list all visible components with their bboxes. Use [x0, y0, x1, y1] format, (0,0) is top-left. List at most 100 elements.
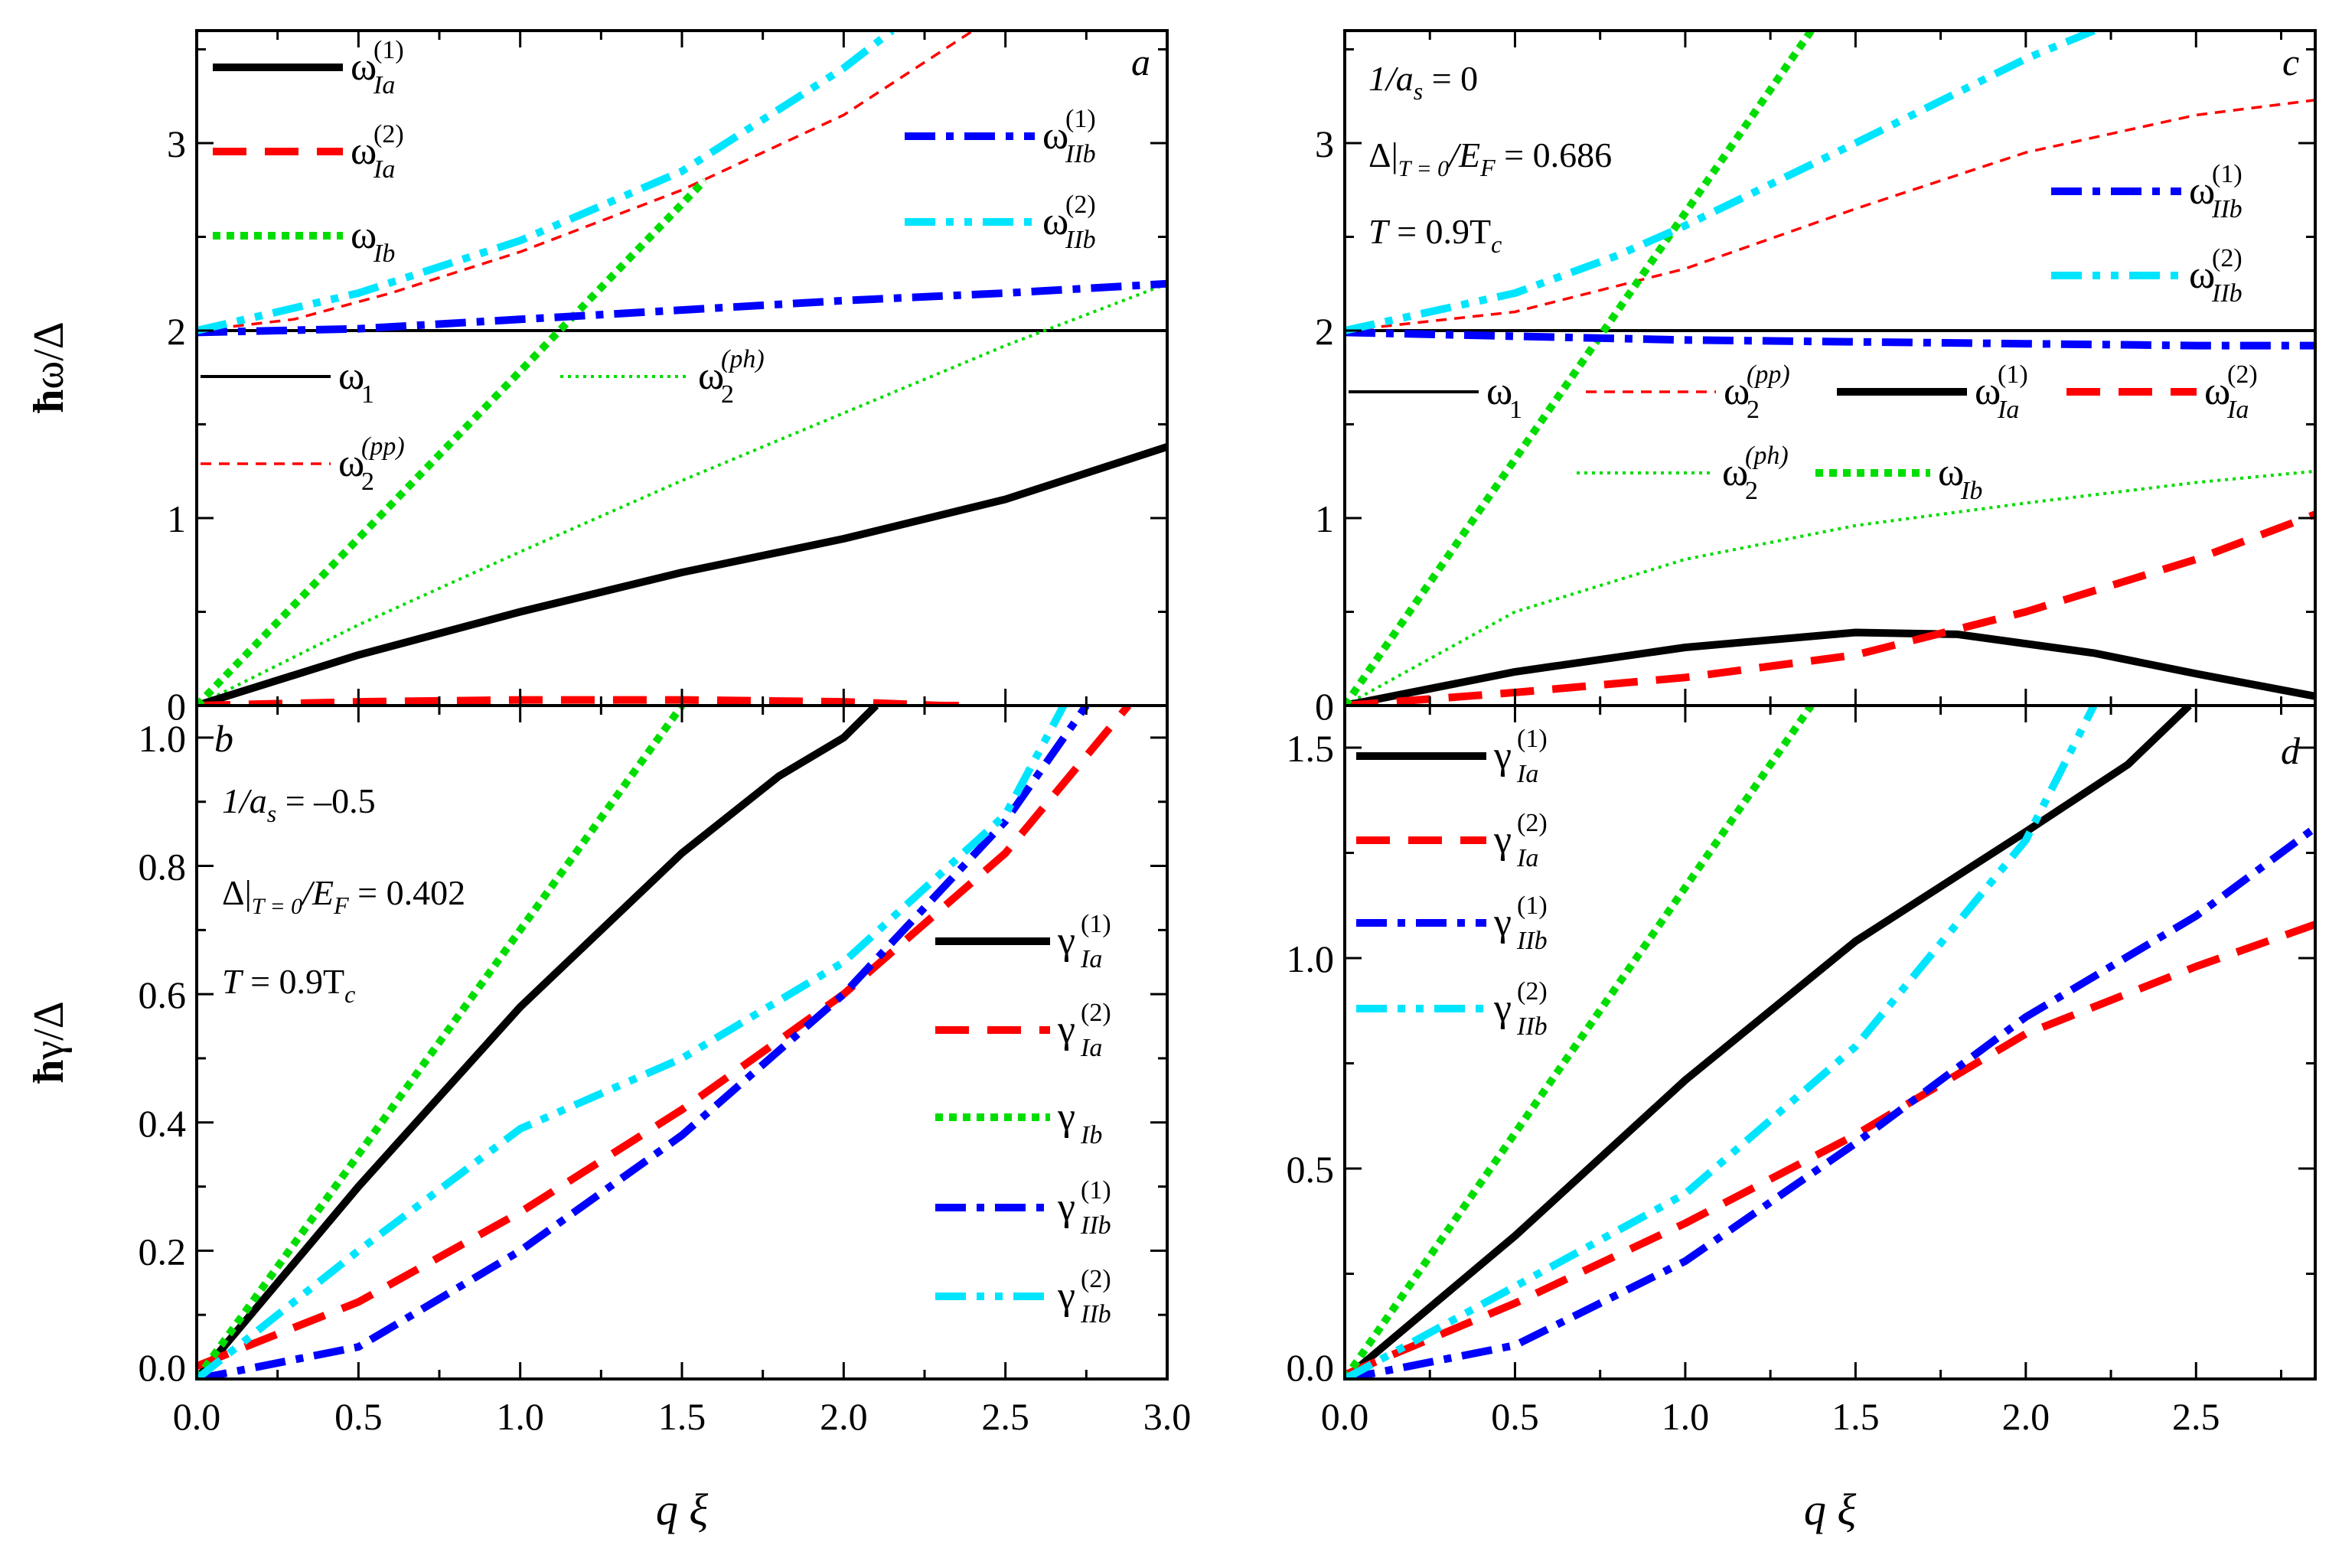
legend-label: γ: [1493, 986, 1512, 1030]
legend-b-gamma-ia-1: γ (1) Ia: [935, 910, 1111, 973]
legend-b-gamma-iib-1: γ (1) IIb: [935, 1176, 1111, 1240]
legend-label: ω: [1724, 370, 1750, 413]
series-b-gamma-ia-2: [197, 706, 1132, 1370]
legend-sub: Ia: [2226, 396, 2249, 424]
legend-label: ω: [351, 214, 377, 257]
legend-a-omega-ib: ωIb: [213, 214, 395, 268]
legend-sub: Ib: [1080, 1121, 1102, 1149]
legend-sup: (1): [1081, 910, 1111, 938]
ytick-label-c: 0: [1315, 685, 1334, 728]
legend-label: ω: [2189, 253, 2215, 297]
legend-d-gamma-ia-2: γ (2) Ia: [1356, 809, 1548, 872]
legend-a-omega-iib-1: ω(1) IIb: [905, 105, 1096, 168]
legend-a-omega-1: ω1: [201, 354, 374, 409]
series-d-gamma-iib-2: [1345, 706, 2098, 1379]
xtick-label-d: 1.0: [1662, 1395, 1710, 1438]
xtick-label-b: 0.5: [334, 1395, 383, 1438]
y-axis-label-bottom: ħγ/Δ: [25, 1001, 73, 1083]
xtick-label-d: 2.0: [2002, 1395, 2050, 1438]
xtick-label-b: 3.0: [1143, 1395, 1192, 1438]
xtick-label-b: 2.5: [981, 1395, 1029, 1438]
param-c-1: Δ|T = 0/EF = 0.686: [1368, 135, 1612, 181]
legend-sub: IIb: [1516, 1012, 1548, 1041]
legend-d-gamma-ia-1: γ (1) Ia: [1356, 725, 1548, 788]
ytick-label-c: 1: [1315, 497, 1334, 540]
legend-label: ω: [2204, 370, 2230, 413]
legend-a-omega-ia-1: ω(1) Ia: [213, 36, 404, 99]
legend-sub: 2: [1745, 477, 1758, 505]
legend-a-omega-iib-2: ω(2) IIb: [905, 191, 1096, 254]
series-c-omega-ia-1: [1345, 628, 2315, 706]
legend-label: ω: [351, 45, 377, 89]
legends: ω(1)Iaω(2)IaωIbω(1)IIbω(2)IIbω1ω(pp)2ω(p…: [201, 36, 2258, 1328]
panel-a: 0 1 2 3: [167, 29, 1169, 728]
legend-label: ω: [338, 442, 364, 485]
legend-c-omega-iib-1: ω(1) IIb: [2051, 160, 2243, 223]
xtick-label-b: 2.0: [820, 1395, 868, 1438]
y-axis-label-bottom-text: γ/Δ: [25, 1001, 73, 1060]
legend-b-gamma-iib-2: γ (2) IIb: [935, 1265, 1111, 1328]
series-c-omega-iib-1: [1345, 328, 2315, 350]
panel-c: 0 1 2 3: [1315, 29, 2317, 728]
legend-sub: Ia: [1080, 1034, 1102, 1062]
legend-sub: IIb: [1065, 140, 1096, 168]
legend-label: γ: [1057, 1185, 1075, 1229]
legend-sup: (2): [1517, 977, 1548, 1006]
series-a-omega-2-pp: [197, 31, 974, 332]
svg-text:ħω/Δ: ħω/Δ: [25, 321, 73, 413]
legend-c-omega-iib-2: ω(2) IIb: [2051, 244, 2243, 308]
legend-label: ω: [1042, 114, 1068, 158]
series-d-gamma-ia-2: [1345, 921, 2315, 1379]
legend-label: ω: [2189, 169, 2215, 213]
legend-label: ω: [1975, 370, 2001, 413]
ytick-label-c: 2: [1315, 310, 1334, 353]
legend-sup: (1): [1517, 892, 1548, 920]
param-b-2: T = 0.9Tc: [222, 962, 355, 1008]
legend-sub: Ib: [373, 240, 395, 268]
legend-sup: (1): [1081, 1176, 1111, 1205]
series-c-omega-iib-2: [1345, 31, 2096, 334]
series-b-gamma-ia-1: [197, 706, 879, 1379]
series-a-omega-ib: [197, 178, 708, 706]
ytick-label-d: 0.0: [1287, 1346, 1335, 1389]
xtick-label-d: 2.5: [2172, 1395, 2220, 1438]
legend-label: ω: [1486, 370, 1512, 413]
panel-letter-d: d: [2281, 729, 2301, 772]
legend-c-omega-1: ω1: [1349, 370, 1522, 424]
params-c: 1/as = 0 Δ|T = 0/EF = 0.686 T = 0.9Tc: [1368, 59, 1612, 258]
param-c-2: T = 0.9Tc: [1368, 212, 1502, 258]
legend-b-gamma-ia-2: γ (2) Ia: [935, 999, 1111, 1062]
legend-sup: (1): [1065, 105, 1096, 133]
legend-sub: 2: [1747, 396, 1760, 424]
ytick-label-a: 1: [167, 497, 186, 540]
legend-sub: 2: [361, 468, 374, 496]
ytick-label-c: 3: [1315, 122, 1334, 165]
param-c-0: 1/as = 0: [1368, 59, 1478, 105]
xtick-label-d: 1.5: [1832, 1395, 1880, 1438]
xtick-label-b: 1.5: [658, 1395, 706, 1438]
param-b-1: Δ|T = 0/EF = 0.402: [222, 873, 465, 919]
legend-a-omega-2-ph: ω(ph) 2: [560, 345, 765, 409]
legend-sub: Ia: [1080, 945, 1102, 973]
hbar-glyph-top: ħ: [25, 390, 73, 413]
series-c-omega-ib: [1345, 31, 1815, 706]
params-b: 1/as = –0.5 Δ|T = 0/EF = 0.402 T = 0.9Tc: [222, 781, 465, 1008]
legend-sup: (2): [1065, 191, 1096, 219]
legend-sub: 2: [721, 380, 734, 409]
legend-sup: (1): [2212, 160, 2243, 188]
legend-sub: Ia: [373, 155, 395, 184]
x-axis-label-right: q ξ: [1804, 1485, 1857, 1534]
ytick-label-b: 1.0: [139, 717, 187, 760]
legend-label: ω: [1722, 451, 1748, 494]
legend-sub: IIb: [1080, 1300, 1111, 1328]
legend-sub: Ib: [1960, 477, 1982, 505]
legend-d-gamma-iib-1: γ (1) IIb: [1356, 892, 1548, 955]
y-axis-label-top: ħω/Δ: [25, 321, 73, 413]
x-axis-label-left: q ξ: [656, 1485, 709, 1534]
panel-letter-a: a: [1131, 41, 1150, 83]
legend-label: γ: [1493, 901, 1512, 944]
frame-c: [1343, 29, 2317, 707]
legend-label: ω: [698, 354, 724, 398]
legend-sup: (2): [373, 120, 404, 148]
legend-sup: (2): [2227, 360, 2258, 389]
